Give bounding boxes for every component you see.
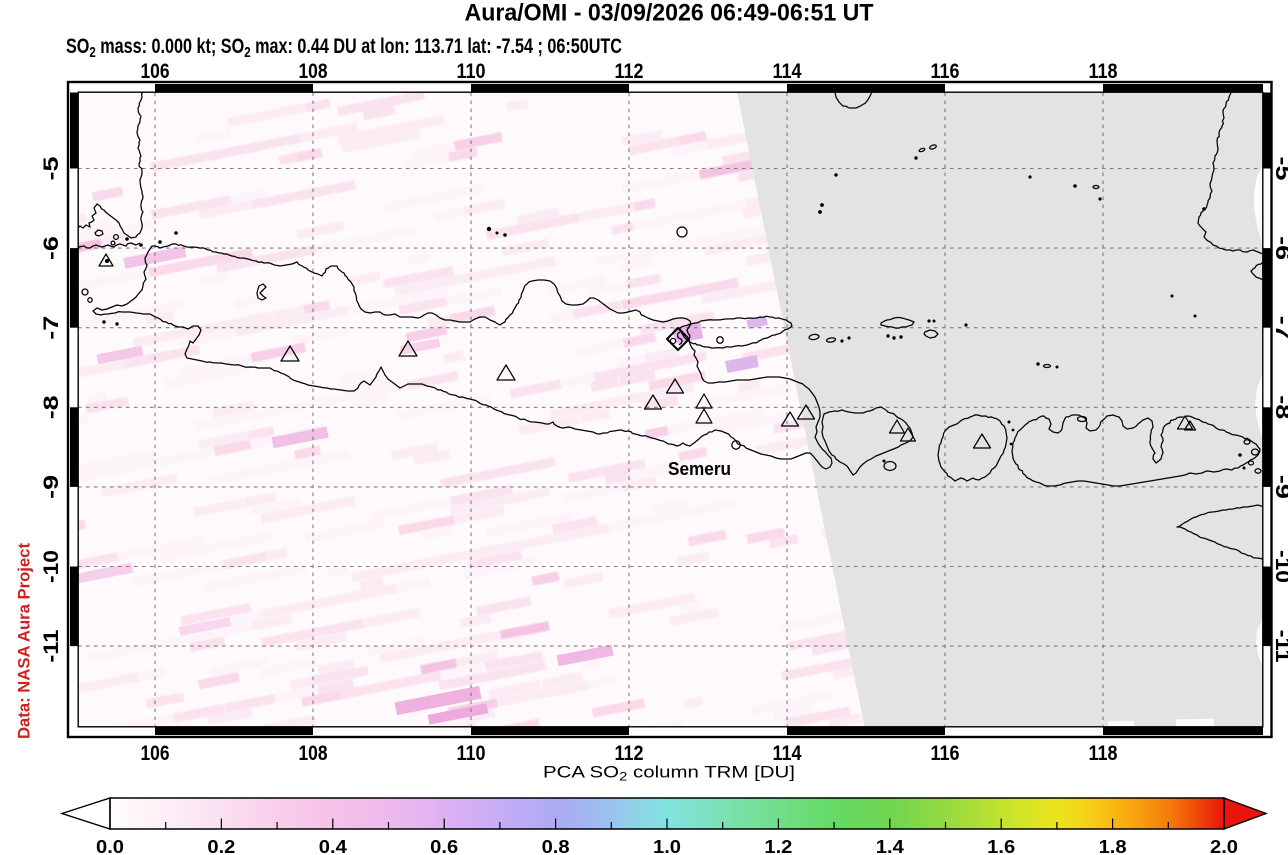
svg-text:106: 106 [141, 742, 170, 765]
svg-text:0.6: 0.6 [430, 837, 458, 855]
svg-text:-9: -9 [1271, 475, 1288, 499]
svg-text:-8: -8 [1271, 395, 1288, 419]
svg-text:1.0: 1.0 [653, 837, 681, 855]
svg-text:1.6: 1.6 [987, 837, 1015, 855]
svg-text:-10: -10 [40, 550, 63, 583]
svg-text:SO2 mass: 0.000 kt; SO2 max: 0: SO2 mass: 0.000 kt; SO2 max: 0.44 DU at … [66, 35, 622, 61]
svg-text:Aura/OMI - 03/09/2026 06:49-06: Aura/OMI - 03/09/2026 06:49-06:51 UT [465, 0, 874, 27]
svg-text:-7: -7 [40, 316, 63, 340]
svg-text:1.8: 1.8 [1099, 837, 1127, 855]
svg-text:Data: NASA Aura Project: Data: NASA Aura Project [15, 543, 34, 739]
svg-text:-6: -6 [40, 236, 63, 260]
svg-text:116: 116 [931, 60, 960, 83]
svg-text:2.0: 2.0 [1210, 837, 1238, 855]
svg-text:-11: -11 [40, 629, 63, 662]
svg-text:112: 112 [615, 60, 644, 83]
svg-text:-8: -8 [40, 395, 63, 419]
svg-text:106: 106 [141, 60, 170, 83]
svg-text:116: 116 [931, 742, 960, 765]
svg-text:-5: -5 [40, 156, 63, 180]
svg-text:114: 114 [773, 60, 802, 83]
svg-text:110: 110 [457, 60, 486, 83]
svg-text:-6: -6 [1271, 236, 1288, 260]
svg-text:0.0: 0.0 [96, 837, 124, 855]
svg-text:-7: -7 [1271, 316, 1288, 340]
svg-text:110: 110 [457, 742, 486, 765]
svg-text:Semeru: Semeru [668, 459, 731, 479]
svg-text:112: 112 [615, 742, 644, 765]
svg-text:-10: -10 [1271, 550, 1288, 583]
svg-text:118: 118 [1089, 60, 1118, 83]
svg-text:0.8: 0.8 [542, 837, 570, 855]
svg-text:118: 118 [1089, 742, 1118, 765]
svg-text:-11: -11 [1271, 630, 1288, 663]
svg-text:108: 108 [299, 60, 328, 83]
svg-text:-9: -9 [40, 475, 63, 499]
svg-text:-5: -5 [1271, 157, 1288, 181]
svg-text:1.4: 1.4 [876, 837, 904, 855]
svg-text:0.2: 0.2 [207, 837, 235, 855]
svg-text:114: 114 [773, 742, 802, 765]
svg-text:0.4: 0.4 [319, 837, 347, 855]
svg-text:108: 108 [299, 742, 328, 765]
svg-text:1.2: 1.2 [764, 837, 792, 855]
svg-text:PCA SO2 column TRM [DU]: PCA SO 2 column TRM [DU] [543, 764, 795, 784]
